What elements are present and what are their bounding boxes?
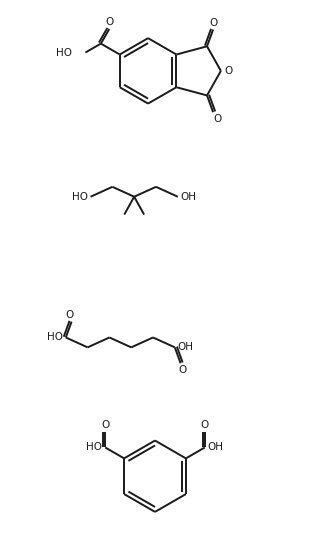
Text: OH: OH [181,192,197,202]
Text: O: O [179,365,187,375]
Text: HO: HO [72,192,88,202]
Text: HO: HO [86,443,102,453]
Text: O: O [105,17,114,27]
Text: O: O [225,66,233,76]
Text: OH: OH [208,443,224,453]
Text: O: O [201,420,209,430]
Text: HO: HO [47,332,63,342]
Text: O: O [213,114,221,124]
Text: O: O [101,420,109,430]
Text: O: O [65,310,74,320]
Text: HO: HO [56,47,72,57]
Text: OH: OH [178,342,194,353]
Text: O: O [209,18,217,28]
